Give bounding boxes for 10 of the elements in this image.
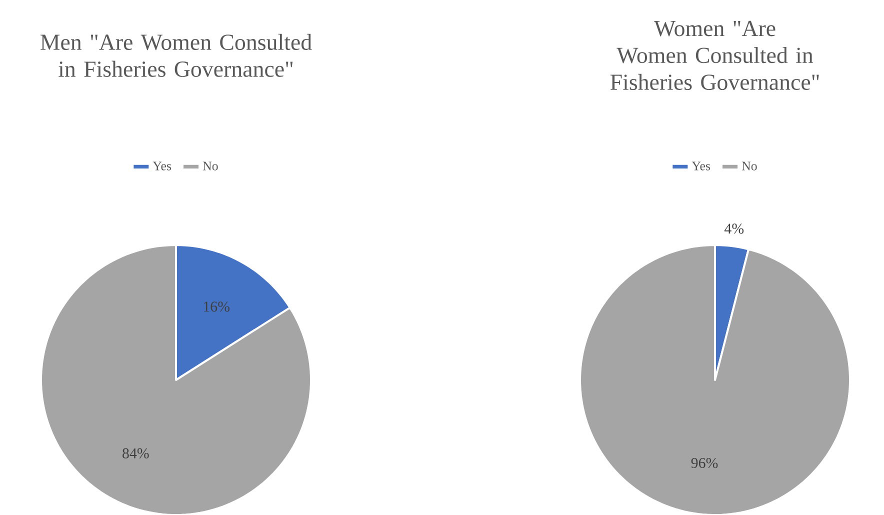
legend-label: Yes xyxy=(692,162,710,170)
chart-title: Women "Are Women Consulted in Fisheries Governance" xyxy=(610,20,819,90)
legend-label: No xyxy=(202,162,218,170)
data-label: 16% xyxy=(204,302,230,312)
legend-label: No xyxy=(742,162,757,170)
data-label: 84% xyxy=(122,448,149,458)
data-label: 4% xyxy=(724,224,744,234)
chart-title: Men "Are Women Consulted in Fisheries Governance" xyxy=(40,34,312,77)
data-label: 96% xyxy=(691,458,718,468)
legend-label: Yes xyxy=(152,162,172,170)
